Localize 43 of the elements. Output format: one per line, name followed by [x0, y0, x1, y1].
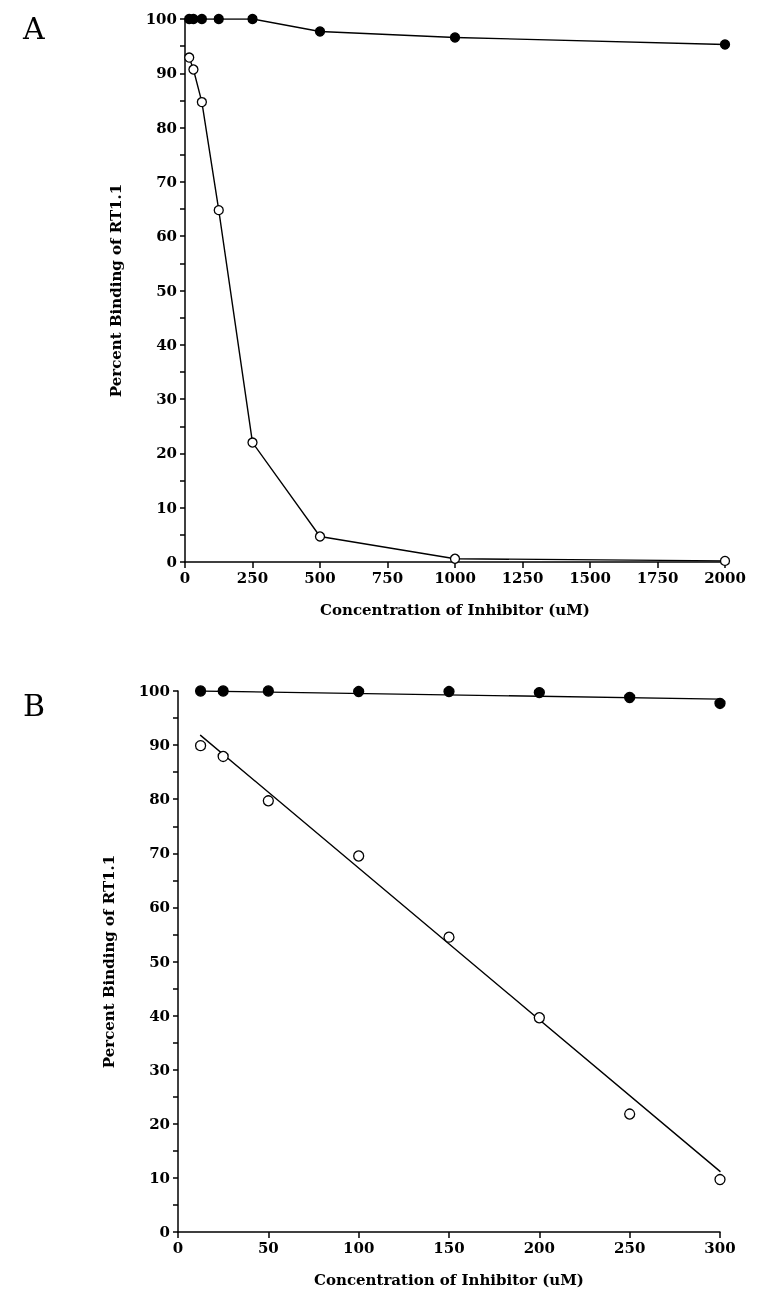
x-axis-title: Concentration of Inhibitor (uM)	[314, 1270, 584, 1289]
x-tick-label: 1750	[636, 568, 679, 587]
y-tick-label: 40	[156, 335, 177, 354]
y-tick-label: 90	[156, 64, 177, 83]
y-tick-label: 40	[149, 1006, 170, 1025]
y-tick-label: 60	[149, 898, 170, 917]
x-tick-label: 1000	[434, 568, 476, 587]
y-tick-label: 80	[156, 118, 177, 137]
chart-title: B	[23, 687, 46, 723]
x-tick-label: 1500	[569, 568, 611, 587]
x-tick-label: 1250	[501, 568, 544, 587]
y-tick-label: 100	[138, 682, 170, 700]
y-tick-label: 50	[156, 281, 177, 300]
y-tick-label: 10	[156, 498, 177, 517]
x-tick-label: 750	[371, 568, 404, 587]
y-tick-label: 30	[156, 390, 177, 409]
x-tick-label: 0	[179, 568, 191, 587]
x-tick-label: 100	[343, 1238, 375, 1257]
y-tick-label: 0	[166, 553, 177, 571]
y-tick-label: 10	[149, 1168, 170, 1187]
x-tick-label: 250	[614, 1238, 646, 1257]
x-tick-label: 250	[236, 568, 269, 587]
y-tick-label: 100	[145, 10, 177, 28]
y-axis-title: Percent Binding of RT1.1	[99, 854, 118, 1069]
x-tick-label: 200	[523, 1238, 555, 1257]
y-tick-label: 60	[156, 227, 177, 246]
y-tick-label: 30	[149, 1060, 170, 1079]
y-tick-label: 70	[156, 172, 177, 191]
x-axis-title: Concentration of Inhibitor (uM)	[320, 600, 590, 619]
y-tick-label: 80	[149, 790, 170, 809]
y-tick-label: 20	[156, 444, 177, 463]
x-tick-label: 500	[304, 568, 336, 587]
y-axis-title: Percent Binding of RT1.1	[106, 183, 125, 398]
y-tick-label: 50	[149, 952, 170, 971]
chart-title: A	[22, 10, 45, 46]
x-tick-label: 2000	[704, 568, 746, 587]
x-tick-label: 150	[433, 1238, 465, 1257]
y-tick-label: 70	[149, 844, 170, 863]
y-tick-label: 90	[149, 736, 170, 755]
y-tick-label: 0	[159, 1223, 170, 1241]
x-tick-label: 50	[257, 1238, 279, 1257]
y-tick-label: 20	[149, 1114, 170, 1133]
x-tick-label: 300	[704, 1238, 736, 1257]
